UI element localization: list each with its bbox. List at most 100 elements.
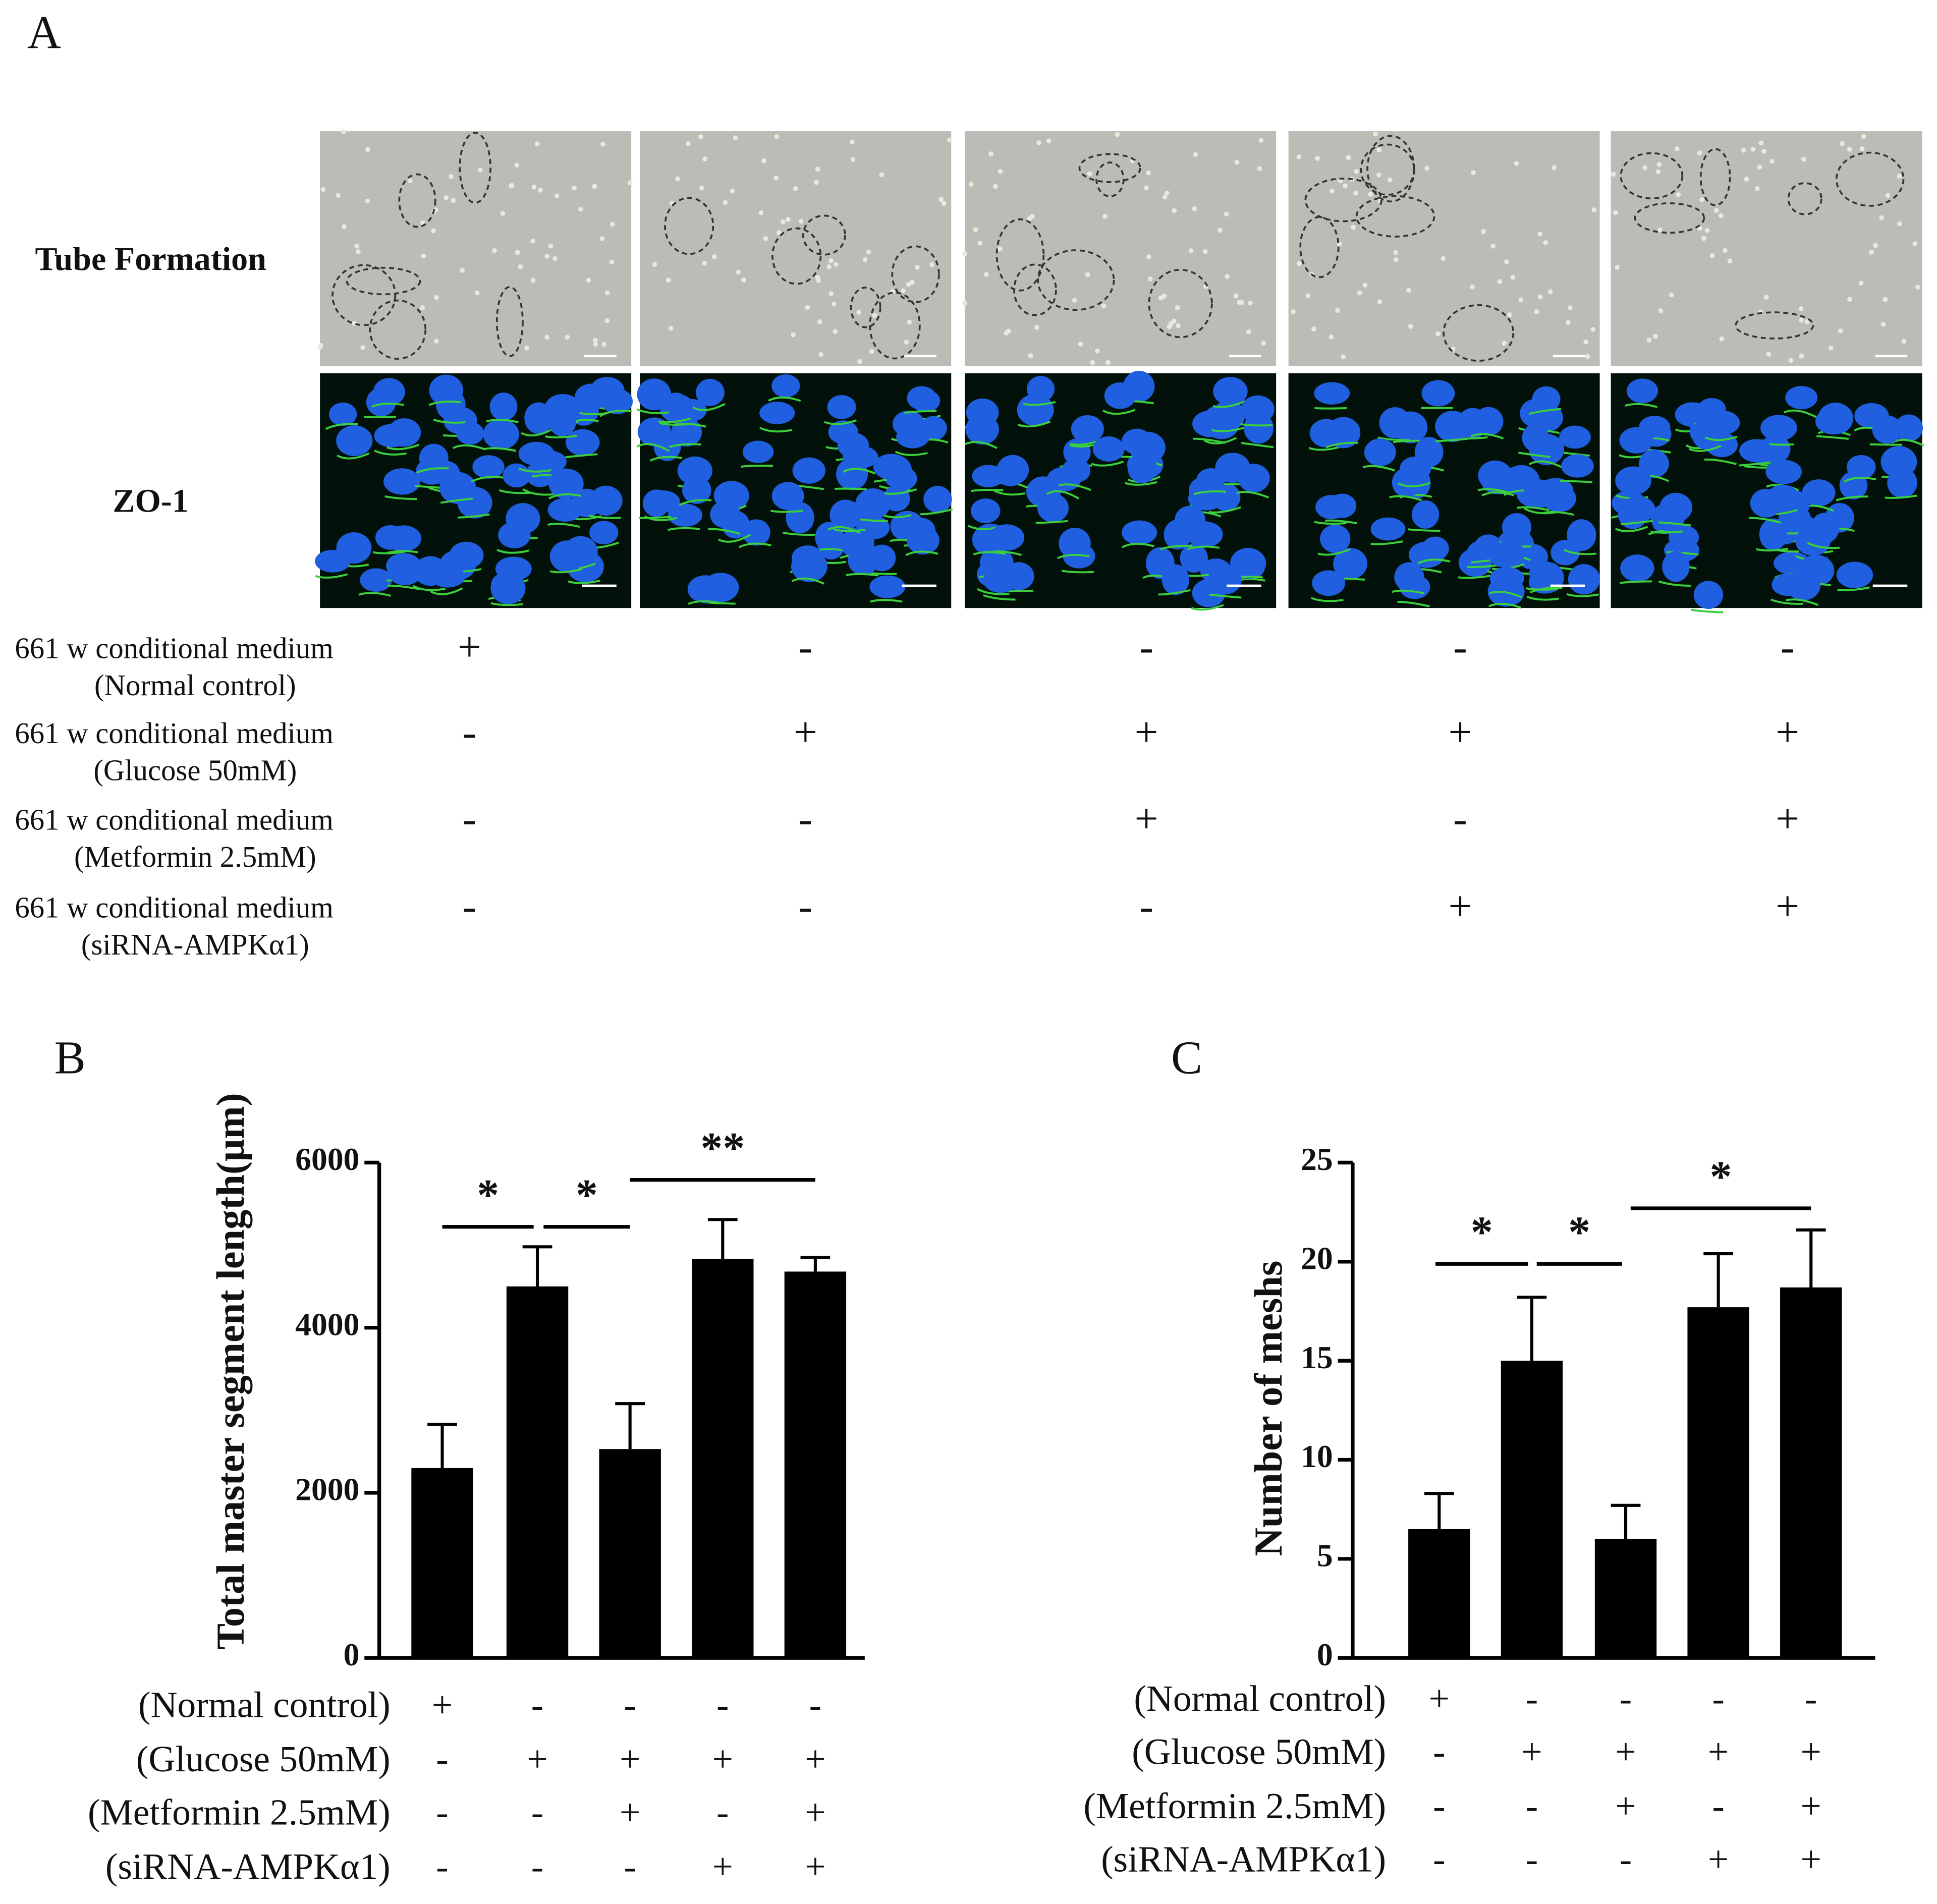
nucleus (1092, 436, 1125, 462)
cell (1376, 172, 1381, 178)
cell (1699, 197, 1704, 202)
sign: - (531, 1791, 543, 1832)
cell (758, 210, 764, 215)
bar (506, 1286, 569, 1658)
sign: - (624, 1846, 636, 1887)
cell (1291, 309, 1296, 314)
cell (431, 228, 436, 234)
junction (544, 434, 578, 438)
cell (1859, 146, 1865, 151)
cell (1233, 293, 1239, 299)
sign: + (712, 1846, 733, 1887)
tube-outline (1787, 182, 1822, 215)
cell (698, 134, 703, 139)
bar (1780, 1287, 1842, 1658)
cell (791, 332, 796, 338)
nucleus (315, 549, 351, 573)
tube-outline (1355, 195, 1435, 238)
junction (971, 489, 1004, 492)
cell (685, 141, 691, 146)
junction (668, 527, 700, 531)
junction (1240, 423, 1273, 427)
condition-label: (Metformin 2.5mM) (88, 1791, 391, 1832)
junction (1370, 540, 1403, 545)
cell (675, 176, 681, 182)
nucleus (1750, 488, 1782, 518)
cell (1144, 185, 1149, 191)
nucleus (1400, 456, 1431, 481)
significance-label: * (1471, 1208, 1493, 1257)
condition-label: 661 w conditional medium (15, 891, 333, 924)
cell (1744, 177, 1749, 182)
significance-label: * (576, 1170, 598, 1220)
junction (522, 488, 556, 496)
sign: - (1805, 1678, 1817, 1719)
junction (905, 550, 938, 556)
nucleus (907, 526, 939, 555)
cell (1669, 292, 1674, 298)
cell (850, 157, 856, 162)
junction (499, 489, 532, 494)
nucleus (1241, 395, 1275, 423)
nucleus (1326, 417, 1361, 449)
nucleus (771, 482, 804, 510)
nucleus (668, 503, 703, 527)
cell (354, 243, 360, 249)
sign: - (531, 1684, 543, 1725)
junction (973, 551, 1006, 555)
sign: - (1433, 1785, 1445, 1826)
cell (1655, 169, 1661, 175)
junction (717, 534, 751, 543)
nucleus (1062, 458, 1091, 483)
junction (1526, 596, 1560, 601)
cell (872, 313, 877, 318)
cell (1368, 192, 1373, 197)
condition-label: (Normal control) (138, 1684, 391, 1725)
sign: - (1139, 624, 1153, 670)
cell (1657, 227, 1663, 233)
sign: + (527, 1739, 547, 1779)
nucleus (548, 468, 584, 499)
cell (1880, 321, 1886, 327)
cell (586, 277, 591, 283)
cell (1408, 324, 1413, 329)
cell (1329, 334, 1334, 340)
condition-sub: (Glucose 50mM) (93, 754, 297, 787)
nucleus (1421, 380, 1455, 407)
sign: - (1526, 1785, 1538, 1826)
sign: - (798, 624, 812, 670)
junction (1704, 458, 1737, 465)
nucleus (472, 455, 505, 479)
bar (1408, 1529, 1470, 1658)
cell (869, 349, 874, 354)
junction (373, 550, 406, 554)
cell (1105, 360, 1111, 365)
junction (1046, 490, 1080, 500)
cell (599, 236, 605, 241)
sign: + (1135, 709, 1158, 756)
junction (884, 488, 917, 495)
cell (514, 162, 520, 168)
junction (1528, 460, 1562, 468)
cell (909, 279, 915, 285)
cell (1510, 274, 1516, 280)
junction (1517, 506, 1549, 512)
sign: + (712, 1739, 733, 1779)
tube-outline (1443, 304, 1515, 362)
cell (929, 262, 934, 267)
bar (1687, 1307, 1749, 1658)
cell (1552, 165, 1557, 171)
nucleus (829, 499, 861, 531)
tube-outline (1304, 178, 1382, 222)
sign: - (1526, 1839, 1538, 1880)
junction (384, 495, 417, 500)
sign: - (1712, 1785, 1724, 1826)
nucleus (1704, 410, 1740, 435)
nucleus (1639, 450, 1669, 478)
cell (604, 290, 610, 296)
junction (457, 513, 490, 519)
tube-outline (1634, 202, 1705, 234)
junction (1211, 427, 1244, 432)
nucleus (1017, 394, 1054, 426)
sign: - (1453, 624, 1467, 670)
